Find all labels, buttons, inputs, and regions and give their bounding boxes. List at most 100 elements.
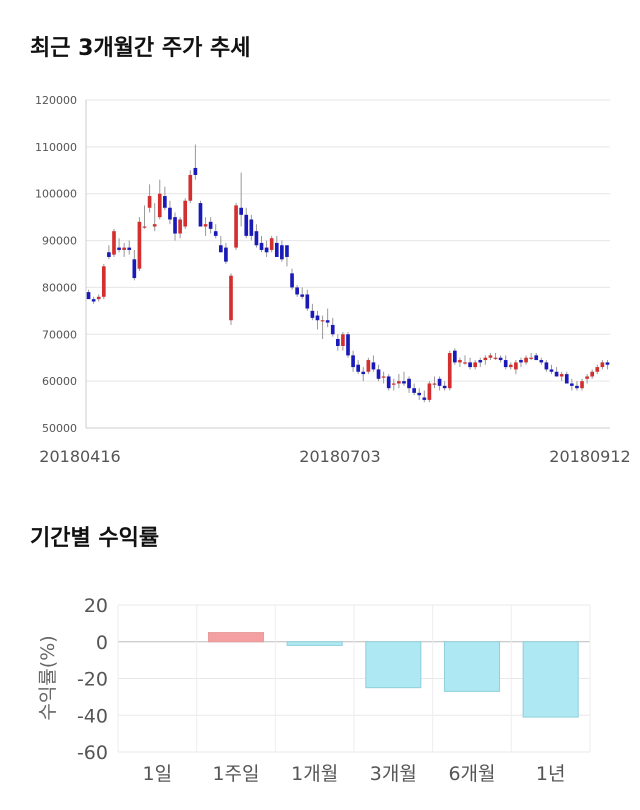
candle	[208, 217, 213, 234]
candle	[483, 355, 488, 365]
x-tick-label: 3개월	[370, 763, 417, 785]
candle	[173, 212, 177, 241]
candle	[305, 289, 310, 311]
candle	[427, 381, 432, 403]
candle	[564, 371, 569, 384]
candle-body	[585, 376, 589, 379]
candle-body	[213, 231, 218, 236]
price-chart-title: 최근 3개월간 주가 추세	[30, 36, 251, 61]
returns-chart-title: 기간별 수익률	[30, 526, 160, 551]
return-bar	[522, 641, 579, 718]
candle-body	[229, 275, 233, 321]
candle	[488, 353, 493, 361]
candle	[188, 170, 193, 204]
candle-body	[478, 360, 483, 363]
candle	[432, 376, 437, 389]
candle	[595, 364, 600, 375]
candle	[407, 376, 411, 393]
candle-body	[417, 392, 422, 396]
candle-body	[422, 397, 427, 400]
y-axis-label: 수익률(%)	[37, 635, 59, 720]
candle-body	[335, 338, 340, 346]
candle-body	[427, 383, 432, 400]
candle	[498, 355, 503, 363]
y-tick-label: 70000	[42, 328, 77, 341]
candle	[524, 355, 528, 365]
candle-body	[295, 287, 299, 295]
candle	[264, 240, 269, 257]
candle-body	[412, 388, 416, 393]
candle	[514, 360, 518, 375]
y-tick-label: 80000	[42, 281, 77, 294]
candle-body	[570, 383, 574, 386]
candle	[341, 331, 345, 351]
candle	[544, 360, 549, 372]
candle-body	[112, 231, 116, 255]
candle-body	[224, 247, 228, 262]
candle-body	[178, 219, 182, 234]
candle-body	[310, 310, 315, 318]
candle-body	[107, 252, 111, 257]
candle	[91, 296, 96, 304]
candle	[534, 353, 539, 361]
candle-body	[463, 362, 467, 364]
candle-body	[437, 378, 442, 386]
candle-body	[249, 219, 254, 236]
candle-body	[432, 383, 437, 385]
candle-body	[325, 320, 330, 323]
candle	[585, 374, 589, 384]
candle	[96, 294, 101, 302]
return-bar	[365, 641, 422, 689]
candle-body	[157, 193, 162, 218]
candle	[493, 353, 498, 361]
candle-body	[473, 362, 478, 368]
candle	[605, 360, 610, 370]
y-tick-label: 20	[84, 595, 108, 617]
candle-body	[575, 385, 579, 389]
candle-body	[366, 360, 371, 372]
candle-body	[488, 355, 493, 358]
candle-body	[86, 292, 91, 300]
candle-body	[137, 221, 142, 269]
candle-body	[514, 362, 518, 370]
candle	[254, 224, 259, 248]
candle	[473, 360, 478, 370]
candle	[239, 172, 243, 227]
candle	[376, 364, 381, 382]
candle-body	[147, 196, 152, 208]
candle	[101, 264, 106, 300]
candle-body	[193, 167, 198, 175]
candle-body	[402, 381, 406, 384]
candle-body	[590, 371, 595, 377]
candle	[412, 383, 416, 396]
candle-body	[407, 378, 411, 389]
candle-body	[483, 357, 488, 361]
candle-body	[381, 376, 386, 378]
candle	[295, 285, 299, 297]
candle	[371, 355, 376, 372]
return-bar	[207, 632, 265, 643]
candle-body	[188, 174, 193, 201]
candle	[402, 371, 406, 386]
candle-body	[559, 374, 564, 377]
candle	[549, 364, 554, 375]
candle	[86, 289, 91, 300]
candle	[600, 360, 605, 370]
candle-body	[183, 200, 188, 227]
candle	[137, 217, 142, 272]
candle-body	[554, 371, 559, 377]
candle-body	[315, 315, 320, 321]
candle-body	[117, 247, 121, 250]
candle-body	[290, 273, 294, 288]
candle	[285, 245, 289, 267]
return-bar	[443, 641, 501, 692]
candle-body	[101, 266, 106, 297]
candle	[539, 357, 544, 365]
candle	[198, 200, 203, 227]
candle	[178, 217, 182, 239]
candle-body	[386, 376, 391, 389]
candle-body	[351, 355, 355, 368]
candle	[274, 235, 279, 257]
candle	[320, 315, 325, 339]
candle-body	[234, 205, 238, 248]
